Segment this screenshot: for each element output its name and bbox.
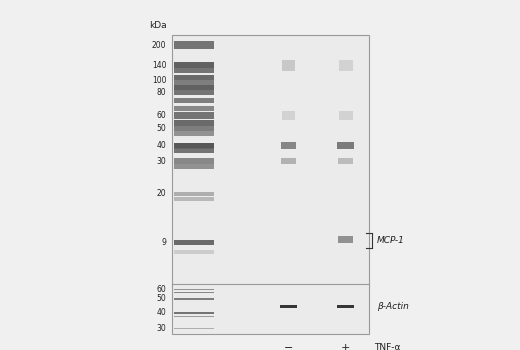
Text: +: + <box>341 343 350 350</box>
Bar <box>174 328 214 329</box>
Text: 80: 80 <box>157 89 166 97</box>
Text: −: − <box>284 343 293 350</box>
Bar <box>174 192 214 196</box>
Text: 40: 40 <box>157 308 166 317</box>
Bar <box>174 106 214 111</box>
Text: 140: 140 <box>152 61 166 70</box>
Bar <box>174 292 214 293</box>
Bar <box>174 240 214 245</box>
Bar <box>174 197 214 201</box>
Bar <box>174 131 214 136</box>
Text: 60: 60 <box>157 285 166 294</box>
Bar <box>174 148 214 153</box>
Text: kDa: kDa <box>149 21 166 30</box>
Bar <box>281 142 296 149</box>
Text: 200: 200 <box>152 41 166 50</box>
Bar <box>339 60 353 71</box>
Bar <box>174 112 214 119</box>
Bar <box>174 90 214 96</box>
Text: 20: 20 <box>157 189 166 198</box>
Text: 30: 30 <box>157 156 166 166</box>
Bar <box>174 85 214 90</box>
Bar <box>172 284 369 334</box>
Text: β-Actin: β-Actin <box>377 302 409 311</box>
Text: MCP-1: MCP-1 <box>377 236 405 245</box>
Text: 50: 50 <box>157 124 166 133</box>
Bar <box>174 289 214 290</box>
Bar <box>338 158 354 164</box>
Bar <box>337 304 354 308</box>
Text: 50: 50 <box>157 294 166 303</box>
Bar <box>174 98 214 103</box>
Bar <box>174 316 214 317</box>
Bar <box>174 126 214 131</box>
Bar <box>174 250 214 254</box>
Bar <box>174 75 214 80</box>
Bar <box>174 163 214 169</box>
Bar <box>282 60 295 71</box>
Bar <box>174 62 214 68</box>
Bar <box>174 120 214 126</box>
Text: TNF-α: TNF-α <box>374 343 401 350</box>
Bar <box>339 112 353 120</box>
Bar <box>174 159 214 163</box>
Bar <box>338 236 354 243</box>
Text: 60: 60 <box>157 111 166 120</box>
Bar <box>174 143 214 149</box>
Text: 9: 9 <box>162 238 166 247</box>
Text: 40: 40 <box>157 141 166 150</box>
Bar <box>282 112 295 120</box>
Bar <box>281 158 296 164</box>
Bar <box>174 41 214 49</box>
Text: 100: 100 <box>152 76 166 85</box>
Bar <box>174 68 214 73</box>
Bar <box>174 312 214 314</box>
Bar <box>174 298 214 300</box>
Text: 30: 30 <box>157 324 166 332</box>
Bar <box>174 80 214 85</box>
Bar <box>172 35 369 287</box>
Bar <box>337 142 354 149</box>
Bar <box>280 304 297 308</box>
